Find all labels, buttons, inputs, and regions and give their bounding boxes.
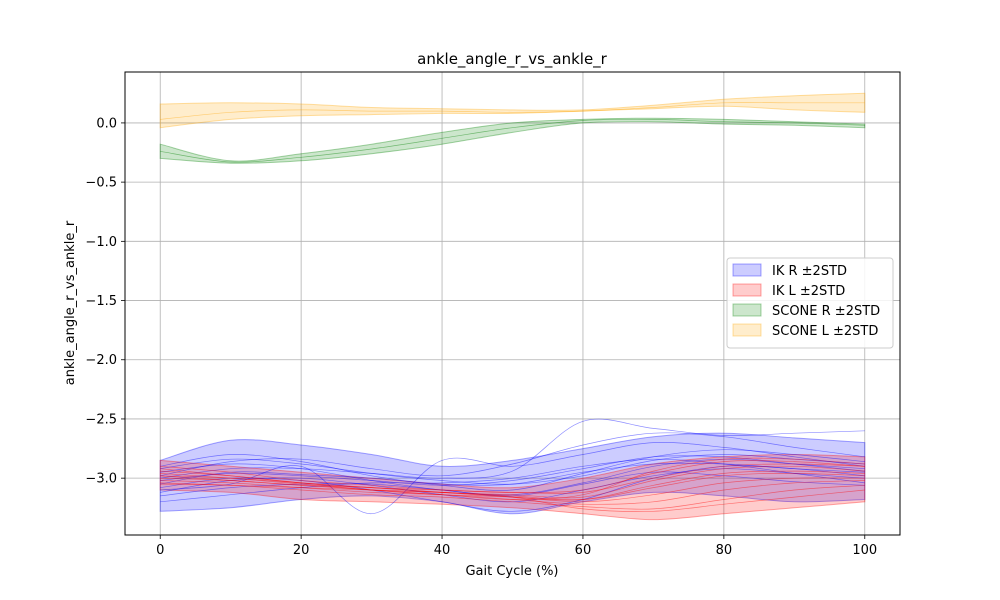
trial-line-0-3 (160, 432, 865, 477)
legend-swatch-0 (732, 263, 762, 277)
y-axis-label: ankle_angle_r_vs_ankle_r (63, 220, 78, 385)
legend: IK R ±2STD IK L ±2STD SCONE R ±2STD SCONE L… (726, 257, 894, 349)
x-tick-label: 0 (156, 543, 164, 558)
legend-swatch-1 (732, 283, 762, 297)
x-tick-label: 60 (575, 543, 592, 558)
y-tick-label: −0.5 (85, 176, 117, 191)
trial-line-1-8 (160, 482, 865, 512)
x-tick-label: 40 (434, 543, 451, 558)
trial-line-1-4 (160, 483, 865, 510)
chart-title: ankle_angle_r_vs_ankle_r (417, 50, 608, 69)
legend-swatch-2 (732, 303, 762, 317)
y-tick-label: −1.0 (85, 235, 117, 250)
plot-area (124, 71, 901, 536)
trial-line-1-9 (160, 470, 865, 501)
trial-line-1-0 (160, 473, 865, 501)
series-bands (159, 92, 866, 521)
trial-line-0-7 (160, 418, 865, 479)
trial-line-2-0 (160, 118, 865, 163)
legend-label-3: SCONE L ±2STD (772, 324, 878, 339)
trial-line-1-7 (160, 457, 865, 500)
y-tick-label: 0.0 (96, 116, 117, 131)
trial-line-0-10 (160, 442, 865, 515)
y-tick-label: −2.5 (85, 412, 117, 427)
trial-line-1-1 (160, 463, 865, 494)
x-axis-ticks: 0 20 40 60 80 100 (156, 535, 877, 558)
trial-line-0-2 (160, 471, 865, 497)
y-axis-ticks: 0.0 −0.5 −1.0 −1.5 −2.0 −2.5 −3.0 (85, 116, 125, 487)
legend-frame (726, 257, 894, 349)
trial-line-1-3 (160, 465, 865, 499)
trial-line-0-4 (160, 468, 865, 503)
y-tick-label: −2.0 (85, 353, 117, 368)
trial-line-0-11 (160, 455, 865, 486)
band-3 (159, 92, 866, 129)
band-1 (159, 453, 866, 521)
trial-line-1-6 (160, 477, 865, 503)
legend-swatch-3 (732, 323, 762, 337)
legend-label-0: IK R ±2STD (772, 264, 847, 279)
trial-line-0-6 (160, 458, 865, 503)
x-axis-label: Gait Cycle (%) (465, 564, 558, 579)
trial-line-0-8 (160, 465, 865, 512)
trial-line-0-5 (160, 449, 865, 491)
trial-line-1-5 (160, 460, 865, 493)
legend-items: IK R ±2STD IK L ±2STD SCONE R ±2STD SCONE L… (732, 263, 880, 339)
trial-line-0-9 (160, 458, 865, 496)
trial-line-0-0 (160, 462, 865, 486)
y-tick-label: −3.0 (85, 472, 117, 487)
trial-line-1-2 (160, 480, 865, 505)
band-2 (159, 117, 866, 164)
plot-frame (124, 71, 901, 536)
x-tick-label: 20 (293, 543, 310, 558)
band-0 (159, 432, 866, 515)
trial-line-3-0 (160, 102, 865, 120)
x-tick-label: 100 (852, 543, 877, 558)
y-tick-label: −1.5 (85, 294, 117, 309)
trial-line-0-1 (160, 454, 865, 485)
x-tick-label: 80 (716, 543, 733, 558)
legend-label-2: SCONE R ±2STD (772, 304, 880, 319)
series-trials (160, 102, 865, 515)
legend-label-1: IK L ±2STD (772, 284, 845, 299)
